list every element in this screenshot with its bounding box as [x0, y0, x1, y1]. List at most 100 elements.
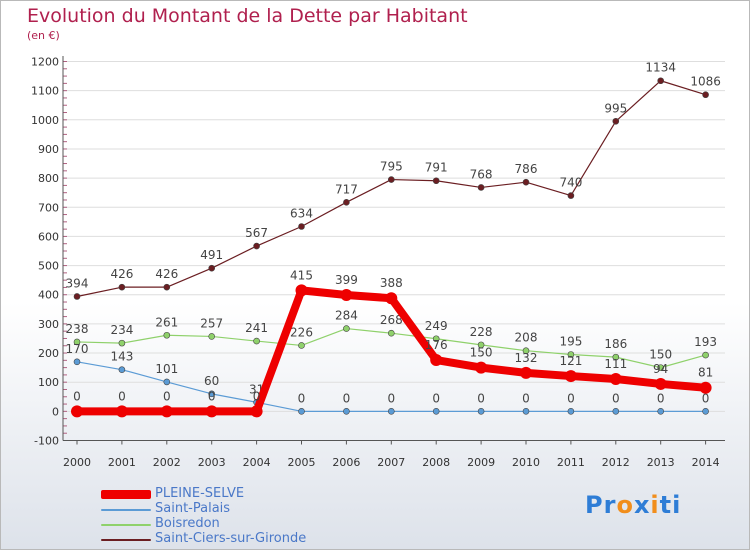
data-point: [343, 199, 350, 206]
data-point: [250, 405, 263, 418]
y-tick-label: 200: [38, 347, 59, 360]
legend-swatch: [101, 524, 151, 526]
data-label: 60: [204, 374, 219, 388]
data-point: [477, 184, 485, 191]
data-point: [160, 405, 173, 418]
data-label: 143: [110, 350, 133, 364]
data-point: [387, 176, 395, 183]
y-tick-label: 800: [38, 172, 59, 185]
data-label: 717: [335, 182, 358, 196]
x-tick-label: 2004: [243, 456, 271, 469]
data-label: 261: [155, 315, 178, 329]
x-tick-label: 2005: [288, 456, 316, 469]
y-tick-label: 0: [52, 405, 59, 418]
data-point: [163, 378, 171, 386]
data-label: 768: [470, 167, 493, 181]
data-point: [163, 331, 171, 339]
data-point: [295, 284, 308, 297]
data-point: [387, 408, 395, 415]
data-label: 491: [200, 248, 223, 262]
data-point: [73, 293, 81, 300]
data-point: [520, 366, 532, 379]
data-point: [477, 341, 485, 349]
data-point: [657, 77, 665, 85]
data-point: [702, 351, 709, 359]
data-label: 634: [290, 207, 313, 221]
data-label: 995: [604, 101, 627, 115]
data-label: 0: [702, 391, 710, 405]
data-label: 94: [653, 362, 668, 376]
y-tick-label: 1100: [31, 85, 59, 98]
legend-label: PLEINE-SELVE: [155, 486, 245, 501]
x-tick-label: 2008: [422, 456, 450, 469]
data-label: 567: [245, 226, 268, 240]
data-label: 740: [559, 176, 582, 190]
data-label: 234: [110, 323, 133, 337]
data-label: 399: [335, 273, 358, 287]
data-label: 268: [380, 313, 403, 327]
data-label: 176: [425, 338, 448, 352]
y-tick-label: 100: [38, 376, 59, 389]
data-label: 257: [200, 316, 223, 330]
data-point: [654, 377, 667, 390]
data-point: [702, 91, 709, 99]
data-point: [118, 283, 126, 291]
legend-swatch: [101, 509, 151, 511]
data-label: 0: [298, 391, 306, 405]
data-point: [612, 408, 620, 415]
data-label: 0: [432, 391, 440, 405]
data-label: 121: [559, 354, 582, 368]
data-label: 0: [477, 391, 485, 405]
legend-label: Saint-Ciers-sur-Gironde: [155, 531, 307, 546]
data-label: 170: [66, 342, 89, 356]
x-tick-label: 2009: [467, 456, 495, 469]
data-point: [567, 408, 575, 415]
data-point: [702, 408, 709, 415]
data-label: 208: [515, 331, 538, 345]
data-point: [118, 366, 126, 373]
data-label: 0: [612, 391, 620, 405]
data-label: 0: [208, 389, 216, 403]
data-label: 226: [290, 325, 313, 339]
data-point: [477, 408, 485, 415]
data-label: 0: [387, 391, 395, 405]
y-tick-label: 700: [38, 201, 59, 214]
data-point: [567, 351, 575, 358]
data-label: 249: [425, 319, 448, 333]
data-point: [432, 335, 440, 343]
x-tick-label: 2010: [512, 456, 540, 469]
data-label: 791: [425, 161, 448, 175]
data-point: [522, 347, 530, 355]
data-point: [163, 283, 171, 291]
legend-label: Boisredon: [155, 516, 220, 531]
data-label: 0: [253, 389, 261, 403]
x-tick-label: 2014: [692, 456, 720, 469]
data-point: [208, 264, 215, 272]
data-label: 394: [66, 276, 89, 290]
data-label: 195: [559, 334, 582, 348]
x-tick-label: 2002: [153, 456, 181, 469]
data-point: [564, 370, 577, 383]
data-point: [298, 342, 305, 349]
x-tick-label: 2007: [377, 456, 405, 469]
data-label: 1086: [690, 75, 721, 89]
data-point: [73, 338, 81, 346]
y-tick-label: 900: [38, 143, 59, 156]
data-label: 415: [290, 268, 313, 282]
data-label: 0: [163, 389, 171, 403]
data-label: 238: [66, 322, 89, 336]
data-point: [567, 192, 575, 199]
y-tick-label: 400: [38, 289, 59, 302]
legend-label: Saint-Palais: [155, 501, 231, 516]
data-label: 193: [694, 335, 717, 349]
data-label: 228: [470, 325, 493, 339]
data-label: 186: [604, 337, 627, 351]
proxiti-logo: Proxiti: [585, 491, 682, 519]
data-point: [298, 408, 305, 415]
y-tick-label: -100: [34, 435, 59, 448]
data-point: [432, 408, 440, 415]
x-tick-label: 2012: [602, 456, 630, 469]
data-label: 426: [155, 267, 178, 281]
